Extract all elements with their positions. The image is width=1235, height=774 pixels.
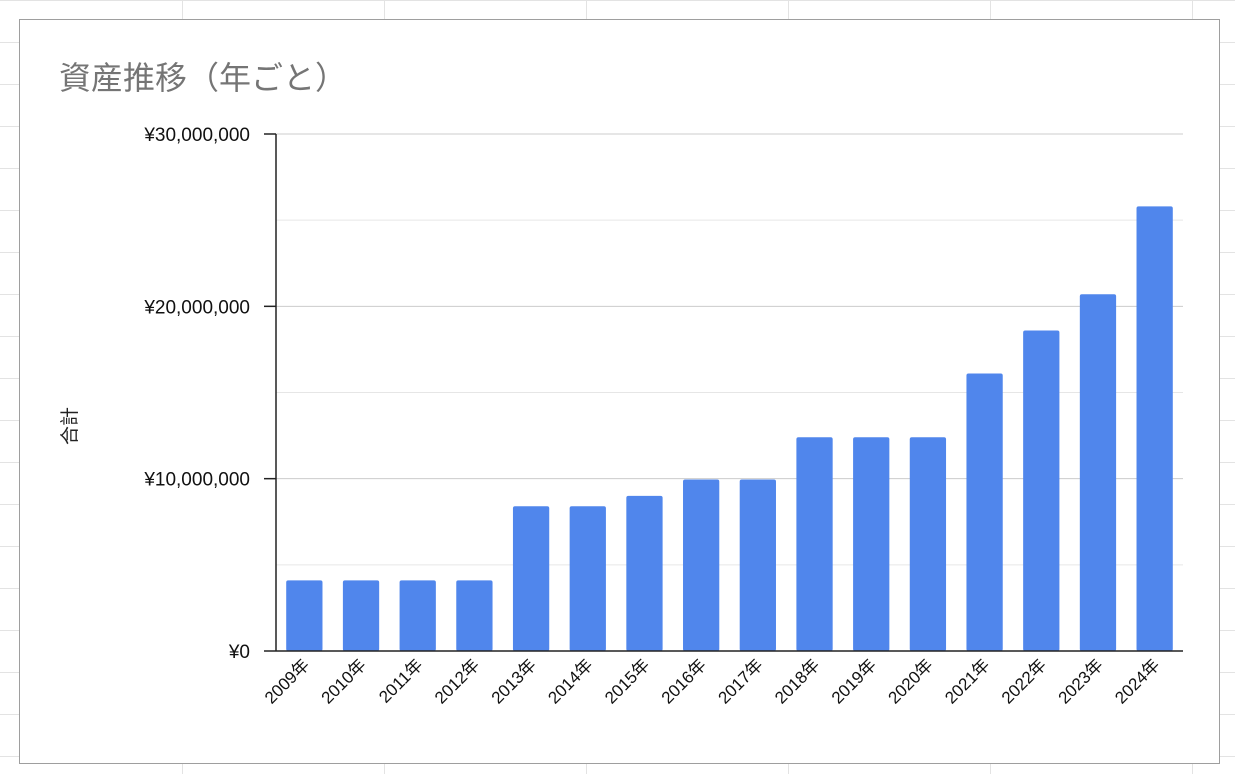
x-tick-label: 2022年: [998, 655, 1050, 707]
x-tick-label: 2010年: [318, 655, 370, 707]
axes: [264, 133, 1183, 652]
chart-card: 資産推移（年ごと） 合計 ¥0 ¥10,000,000 ¥20,000,000 ¥30…: [19, 19, 1220, 764]
y-tick-label: ¥0: [228, 642, 250, 663]
bar[interactable]: [853, 437, 890, 651]
x-tick-label: 2013年: [488, 655, 540, 707]
y-tick-label: ¥30,000,000: [143, 125, 250, 146]
bar[interactable]: [1136, 206, 1173, 651]
x-tick-label: 2011年: [375, 655, 426, 706]
y-tick-label: ¥20,000,000: [143, 297, 250, 318]
x-tick-label: 2009年: [261, 655, 313, 707]
bar[interactable]: [569, 506, 606, 651]
bar[interactable]: [909, 437, 947, 651]
bar[interactable]: [286, 580, 323, 651]
bar[interactable]: [739, 479, 776, 651]
bar[interactable]: [342, 580, 380, 651]
bar[interactable]: [626, 495, 663, 651]
chart-title: 資産推移（年ごと）: [59, 59, 347, 97]
y-axis-label: 合計: [59, 407, 81, 445]
bar[interactable]: [399, 580, 436, 651]
bar-chart: 資産推移（年ごと） 合計 ¥0 ¥10,000,000 ¥20,000,000 ¥30…: [59, 59, 1183, 708]
x-tick-label: 2024年: [1111, 655, 1163, 707]
x-tick-label: 2014年: [544, 655, 596, 707]
x-tick-label: 2021年: [941, 655, 993, 707]
x-tick-label: 2015年: [601, 655, 653, 707]
x-tick-label: 2016年: [658, 655, 710, 707]
bar[interactable]: [456, 580, 493, 651]
bar[interactable]: [966, 373, 1003, 651]
y-tick-labels: ¥0 ¥10,000,000 ¥20,000,000 ¥30,000,000: [143, 125, 250, 663]
bar[interactable]: [512, 506, 550, 651]
bars: [286, 206, 1173, 651]
y-tick-label: ¥10,000,000: [143, 470, 250, 491]
x-tick-label: 2018年: [771, 655, 823, 707]
bar[interactable]: [683, 479, 720, 651]
x-tick-label: 2012年: [431, 655, 483, 707]
bar[interactable]: [1079, 294, 1117, 651]
bar[interactable]: [796, 437, 833, 651]
x-tick-label: 2019年: [828, 655, 880, 707]
bar[interactable]: [1023, 330, 1060, 651]
x-tick-label: 2020年: [885, 655, 937, 707]
x-tick-label: 2023年: [1055, 655, 1107, 707]
x-tick-labels: 2009年 2010年 2011年 2012年 2013年 2014年 2015年 2016年…: [261, 655, 1164, 707]
x-tick-label: 2017年: [714, 655, 766, 707]
